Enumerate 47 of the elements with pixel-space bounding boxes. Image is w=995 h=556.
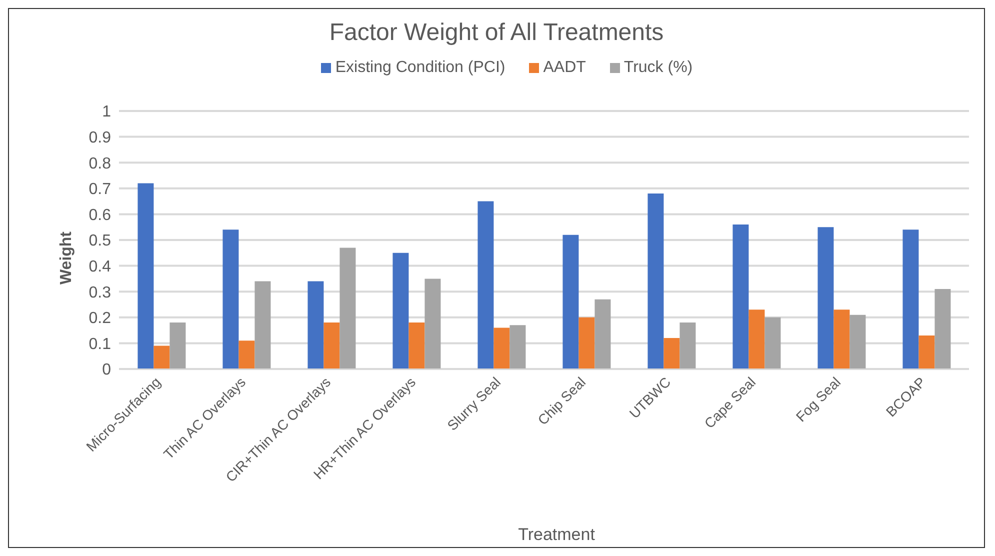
- y-tick-label: 0.2: [88, 310, 112, 328]
- bar: [648, 194, 664, 369]
- bar: [324, 322, 340, 369]
- bar: [392, 252, 409, 369]
- bar: [138, 183, 154, 369]
- legend-label: AADT: [543, 59, 586, 76]
- bar: [308, 281, 324, 369]
- bar: [764, 317, 781, 369]
- bar: [510, 325, 526, 369]
- bar: [748, 310, 765, 369]
- bar: [238, 340, 255, 369]
- legend-label: Truck (%): [624, 59, 693, 76]
- bar: [562, 234, 579, 369]
- bar: [664, 338, 680, 369]
- bar: [494, 328, 510, 369]
- bar: [478, 201, 494, 369]
- bar: [680, 322, 696, 369]
- y-tick-label: 1: [102, 104, 112, 121]
- bar: [818, 227, 834, 369]
- bar: [834, 310, 850, 369]
- bar: [934, 289, 951, 369]
- y-axis-title: Weight: [58, 230, 76, 287]
- bar: [254, 281, 271, 369]
- y-tick-label: 0.3: [88, 284, 112, 302]
- bar: [424, 278, 441, 369]
- chart-title: Factor Weight of All Treatments: [328, 19, 665, 47]
- x-axis-title: Treatment: [517, 525, 596, 545]
- y-tick-label: 0.5: [88, 232, 112, 250]
- bar: [222, 230, 239, 369]
- bar: [732, 224, 749, 369]
- bar: [902, 230, 919, 369]
- y-tick-label: 0.1: [88, 336, 112, 353]
- y-tick-label: 0.4: [88, 258, 112, 276]
- bar: [850, 314, 866, 369]
- y-tick-label: 0: [102, 362, 112, 379]
- bar: [340, 248, 356, 369]
- y-tick-label: 0.7: [88, 181, 112, 198]
- bar: [578, 317, 595, 369]
- y-tick-label: 0.8: [88, 155, 112, 172]
- bar: [408, 322, 425, 369]
- legend-label: Existing Condition (PCI): [335, 59, 506, 76]
- bar: [594, 299, 611, 369]
- bar: [154, 346, 170, 369]
- y-tick-label: 0.9: [88, 129, 112, 146]
- bar: [170, 322, 186, 369]
- y-tick-label: 0.6: [88, 206, 112, 224]
- bar: [918, 335, 935, 369]
